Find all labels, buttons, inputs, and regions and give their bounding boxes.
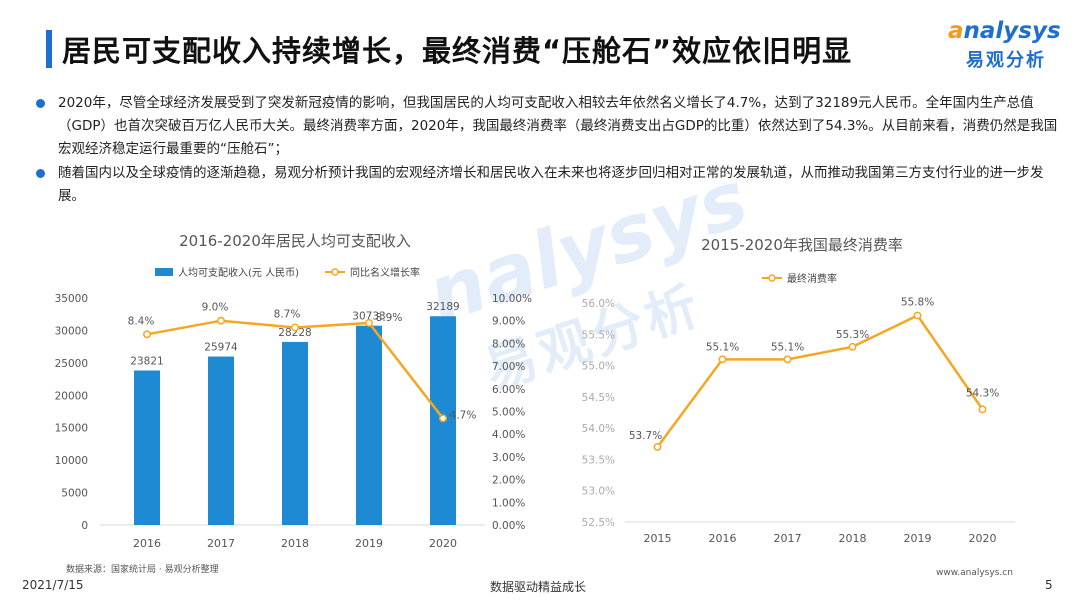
x-tick-label: 2020	[969, 532, 997, 545]
bar	[282, 341, 308, 525]
x-tick-label: 2018	[281, 537, 309, 550]
consumption-series-line	[656, 313, 984, 448]
chart-title: 2015-2020年我国最终消费率	[701, 236, 903, 254]
bullet-item: 2020年，尽管全球经济发展受到了突发新冠疫情的影响，但我国居民的人均可支配收入…	[32, 92, 1062, 161]
y-right-tick-label: 10.00%	[492, 293, 532, 305]
page-number: 5	[1045, 578, 1053, 592]
y-tick-label: 52.5%	[582, 517, 615, 529]
growth-point	[291, 323, 299, 332]
consumption-point	[978, 405, 987, 414]
summary-bullets: 2020年，尽管全球经济发展受到了突发新冠疫情的影响，但我国居民的人均可支配收入…	[32, 92, 1062, 209]
x-tick-label: 2020	[429, 537, 457, 550]
y-left-tick-label: 15000	[55, 423, 88, 435]
y-right-tick-label: 6.00%	[492, 384, 525, 396]
bar-value-label: 32189	[426, 301, 459, 313]
y-right-tick-label: 4.00%	[492, 429, 525, 441]
growth-point	[143, 330, 151, 339]
y-tick-label: 55.0%	[582, 361, 615, 373]
bar-value-label: 28228	[278, 327, 311, 339]
x-tick-label: 2019	[904, 532, 932, 545]
consumption-point	[913, 311, 922, 320]
brand-logo: analysys 易观分析	[948, 18, 1061, 74]
growth-value-label: 8.7%	[274, 309, 301, 321]
y-right-tick-label: 1.00%	[492, 497, 525, 509]
legend-line-label: 最终消费率	[787, 272, 837, 285]
footer-slogan: 数据驱动精益成长	[490, 580, 587, 594]
consumption-point	[783, 355, 792, 364]
x-tick-label: 2019	[355, 537, 383, 550]
legend-bar-label: 人均可支配收入(元 人民币)	[178, 266, 299, 279]
x-tick-label: 2017	[207, 537, 235, 550]
legend-line-marker	[768, 274, 776, 282]
x-tick-label: 2017	[774, 532, 802, 545]
consumption-value-label: 54.3%	[966, 387, 999, 399]
y-left-tick-label: 0	[81, 520, 88, 532]
growth-point	[365, 319, 373, 327]
consumption-rate-chart: 2015-2020年我国最终消费率最终消费率 52.5% 53.0% 53.5% 54.…	[570, 220, 1040, 560]
x-tick-label: 2015	[644, 532, 672, 545]
consumption-value-label: 55.1%	[706, 341, 739, 353]
consumption-point	[848, 342, 857, 351]
consumption-value-label: 55.1%	[771, 341, 804, 353]
bullet-text: 2020年，尽管全球经济发展受到了突发新冠疫情的影响，但我国居民的人均可支配收入…	[58, 95, 1058, 157]
growth-point	[439, 414, 447, 423]
legend-line-marker	[331, 268, 339, 276]
y-left-tick-label: 25000	[55, 358, 88, 370]
y-right-tick-label: 3.00%	[492, 452, 525, 464]
x-tick-label: 2018	[839, 532, 867, 545]
bar-value-label: 23821	[130, 356, 163, 368]
y-left-tick-label: 10000	[55, 455, 88, 467]
logo-chinese-name: 易观分析	[966, 50, 1046, 71]
y-right-tick-label: 8.00%	[492, 338, 525, 350]
consumption-value-label: 55.8%	[901, 297, 934, 309]
consumption-value-label: 55.3%	[836, 329, 869, 341]
bar-value-label: 30733	[352, 311, 385, 323]
y-right-tick-label: 0.00%	[492, 520, 525, 532]
legend-bar-swatch	[155, 268, 173, 276]
legend-line-label: 同比名义增长率	[350, 266, 420, 279]
growth-point	[217, 316, 225, 325]
y-right-tick-label: 9.00%	[492, 316, 525, 328]
title-accent-bar	[46, 30, 52, 68]
bullet-item: 随着国内以及全球疫情的逐渐趋稳，易观分析预计我国的宏观经济增长和居民收入在未来也…	[32, 162, 1062, 208]
y-tick-label: 53.5%	[582, 454, 615, 466]
logo-wordmark: analysys	[948, 18, 1061, 44]
y-left-tick-label: 20000	[55, 390, 88, 402]
bullet-dot-icon	[36, 169, 45, 178]
growth-value-label: 8.9%	[376, 312, 403, 324]
y-right-tick-label: 2.00%	[492, 475, 525, 487]
growth-value-label: 8.4%	[128, 315, 155, 327]
y-tick-label: 54.0%	[582, 423, 615, 435]
page-title: 居民可支配收入持续增长，最终消费“压舱石”效应依旧明显	[62, 34, 853, 68]
data-source-note: 数据来源：国家统计局 · 易观分析整理	[66, 565, 219, 575]
bullet-text: 随着国内以及全球疫情的逐渐趋稳，易观分析预计我国的宏观经济增长和居民收入在未来也…	[58, 165, 1044, 204]
footer-url: www.analysys.cn	[936, 568, 1013, 578]
y-tick-label: 54.5%	[582, 392, 615, 404]
bar	[134, 370, 160, 525]
y-left-tick-label: 5000	[61, 488, 88, 500]
bar	[356, 325, 382, 525]
growth-value-label: 9.0%	[202, 302, 229, 314]
consumption-value-label: 53.7%	[629, 430, 662, 442]
y-left-tick-label: 35000	[55, 293, 88, 305]
y-right-tick-label: 5.00%	[492, 407, 525, 419]
y-right-tick-label: 7.00%	[492, 361, 525, 373]
footer-date: 2021/7/15	[22, 578, 84, 592]
x-tick-label: 2016	[133, 537, 161, 550]
x-tick-label: 2016	[709, 532, 737, 545]
y-tick-label: 53.0%	[582, 486, 615, 498]
bar	[208, 356, 234, 525]
consumption-point	[718, 355, 727, 364]
bar-value-label: 25974	[204, 342, 238, 354]
chart-title: 2016-2020年居民人均可支配收入	[179, 232, 411, 250]
y-tick-label: 55.5%	[582, 329, 615, 341]
consumption-point	[653, 442, 662, 451]
bullet-dot-icon	[36, 99, 45, 108]
growth-value-label: 4.7%	[450, 409, 477, 421]
income-chart: 2016-2020年居民人均可支配收入人均可支配收入(元 人民币) 同比名义增长率…	[40, 220, 580, 560]
y-left-tick-label: 30000	[55, 325, 88, 337]
y-tick-label: 56.0%	[582, 298, 615, 310]
